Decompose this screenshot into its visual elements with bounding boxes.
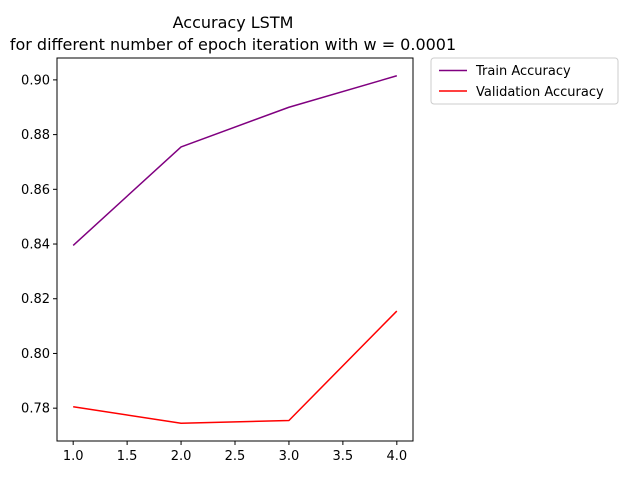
- x-tick-label: 1.5: [117, 449, 138, 464]
- x-tick-label: 2.0: [171, 449, 192, 464]
- y-tick-label: 0.82: [21, 292, 50, 307]
- x-tick-label: 1.0: [63, 449, 84, 464]
- x-tick-label: 3.0: [279, 449, 300, 464]
- x-tick-label: 4.0: [386, 449, 407, 464]
- series-line-validation-accuracy: [73, 310, 398, 424]
- y-tick-label: 0.78: [21, 402, 50, 417]
- chart-title-line-2: for different number of epoch iteration …: [10, 35, 456, 54]
- legend-label-validation-accuracy: Validation Accuracy: [476, 85, 604, 100]
- legend-box: [430, 57, 619, 105]
- y-tick-label: 0.86: [21, 183, 50, 198]
- x-axis: 1.0 1.5 2.0 2.5 3.0 3.5 4.0: [63, 441, 407, 464]
- plot-frame: [56, 57, 414, 442]
- y-tick-label: 0.84: [21, 238, 50, 253]
- chart-title-line-1: Accuracy LSTM: [173, 13, 294, 32]
- series-layer: [72, 75, 398, 424]
- y-tick-label: 0.88: [21, 128, 50, 143]
- x-tick-label: 3.5: [333, 449, 354, 464]
- y-tick-label: 0.80: [21, 347, 50, 362]
- x-tick-label: 2.5: [225, 449, 246, 464]
- series-line-train-accuracy: [72, 75, 398, 246]
- y-axis: 0.78 0.80 0.82 0.84 0.86 0.88 0.90: [21, 73, 57, 417]
- legend-label-train-accuracy: Train Accuracy: [475, 64, 571, 79]
- y-tick-label: 0.90: [21, 73, 50, 88]
- legend: Train Accuracy Validation Accuracy: [430, 57, 619, 105]
